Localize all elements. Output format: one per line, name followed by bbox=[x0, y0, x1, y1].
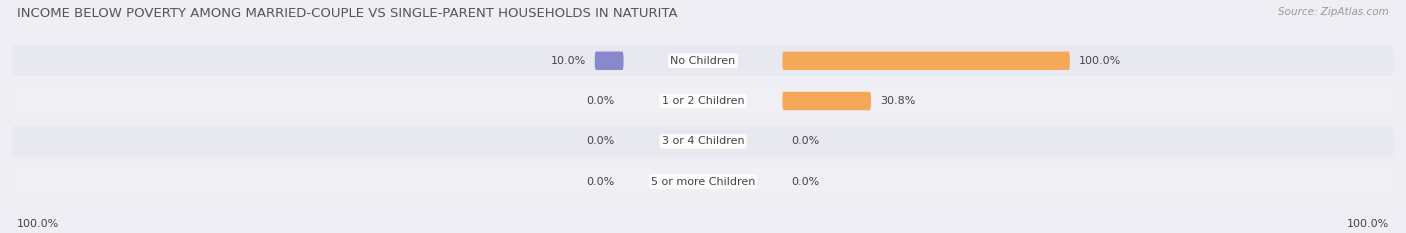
FancyBboxPatch shape bbox=[13, 86, 1393, 116]
Text: 0.0%: 0.0% bbox=[586, 136, 614, 146]
FancyBboxPatch shape bbox=[595, 51, 623, 70]
Text: 100.0%: 100.0% bbox=[17, 219, 59, 229]
FancyBboxPatch shape bbox=[783, 51, 1070, 70]
Text: 100.0%: 100.0% bbox=[1078, 56, 1121, 66]
Text: 100.0%: 100.0% bbox=[1347, 219, 1389, 229]
Text: No Children: No Children bbox=[671, 56, 735, 66]
Text: 0.0%: 0.0% bbox=[792, 177, 820, 187]
FancyBboxPatch shape bbox=[783, 92, 870, 110]
Text: 3 or 4 Children: 3 or 4 Children bbox=[662, 136, 744, 146]
FancyBboxPatch shape bbox=[13, 126, 1393, 156]
Text: 0.0%: 0.0% bbox=[586, 177, 614, 187]
Text: 1 or 2 Children: 1 or 2 Children bbox=[662, 96, 744, 106]
Text: 0.0%: 0.0% bbox=[792, 136, 820, 146]
Text: INCOME BELOW POVERTY AMONG MARRIED-COUPLE VS SINGLE-PARENT HOUSEHOLDS IN NATURIT: INCOME BELOW POVERTY AMONG MARRIED-COUPL… bbox=[17, 7, 678, 20]
Text: 5 or more Children: 5 or more Children bbox=[651, 177, 755, 187]
Text: 30.8%: 30.8% bbox=[880, 96, 915, 106]
FancyBboxPatch shape bbox=[13, 166, 1393, 197]
FancyBboxPatch shape bbox=[13, 46, 1393, 76]
Text: 0.0%: 0.0% bbox=[586, 96, 614, 106]
Text: Source: ZipAtlas.com: Source: ZipAtlas.com bbox=[1278, 7, 1389, 17]
Text: 10.0%: 10.0% bbox=[550, 56, 586, 66]
